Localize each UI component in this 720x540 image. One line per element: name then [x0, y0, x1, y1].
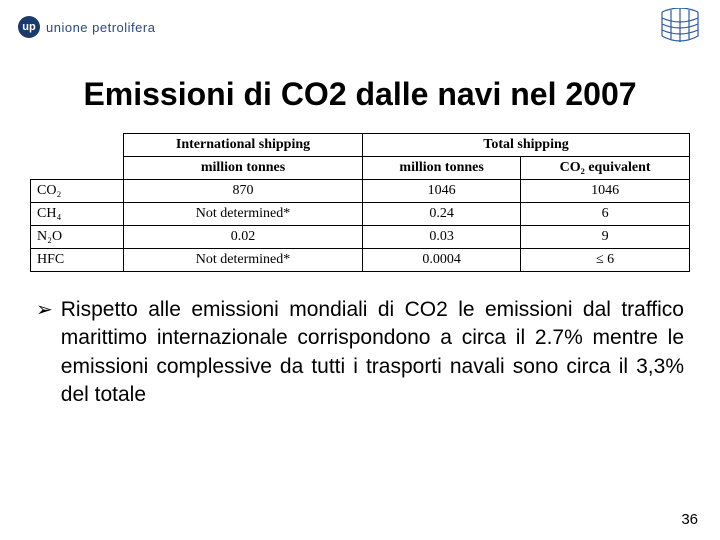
cell: ≤ 6	[521, 249, 690, 272]
logo-badge: up	[18, 16, 40, 38]
row-label: N₂O	[31, 226, 124, 249]
cell: Not determined*	[124, 203, 363, 226]
bullet-item: ➢ Rispetto alle emissioni mondiali di CO…	[36, 296, 684, 409]
cell: 0.24	[363, 203, 521, 226]
row-label: HFC	[31, 249, 124, 272]
bullet-marker-icon: ➢	[36, 296, 53, 324]
table-row: CH₄ Not determined* 0.24 6	[31, 203, 690, 226]
table-row: HFC Not determined* 0.0004 ≤ 6	[31, 249, 690, 272]
cell: 1046	[363, 180, 521, 203]
cell: 6	[521, 203, 690, 226]
table-row: N₂O 0.02 0.03 9	[31, 226, 690, 249]
col-sub-2: million tonnes	[363, 157, 521, 180]
cell: 1046	[521, 180, 690, 203]
cell: 0.03	[363, 226, 521, 249]
col-head-total: Total shipping	[363, 134, 690, 157]
page-title: Emissioni di CO2 dalle navi nel 2007	[20, 76, 700, 113]
col-head-intl: International shipping	[124, 134, 363, 157]
cell: 0.02	[124, 226, 363, 249]
cell: Not determined*	[124, 249, 363, 272]
row-label: CO₂	[31, 180, 124, 203]
emissions-table: International shipping Total shipping mi…	[30, 133, 690, 272]
cell: 870	[124, 180, 363, 203]
row-label: CH₄	[31, 203, 124, 226]
table-corner	[31, 134, 124, 180]
bullet-text: Rispetto alle emissioni mondiali di CO2 …	[61, 296, 684, 409]
cell: 0.0004	[363, 249, 521, 272]
table-row: CO₂ 870 1046 1046	[31, 180, 690, 203]
logo-text: unione petrolifera	[46, 20, 155, 35]
col-sub-1: million tonnes	[124, 157, 363, 180]
cell: 9	[521, 226, 690, 249]
logo-right-icon	[658, 8, 702, 46]
logo-left: up unione petrolifera	[18, 16, 155, 38]
page-number: 36	[681, 511, 698, 528]
col-sub-3: CO₂ equivalent	[521, 157, 690, 180]
